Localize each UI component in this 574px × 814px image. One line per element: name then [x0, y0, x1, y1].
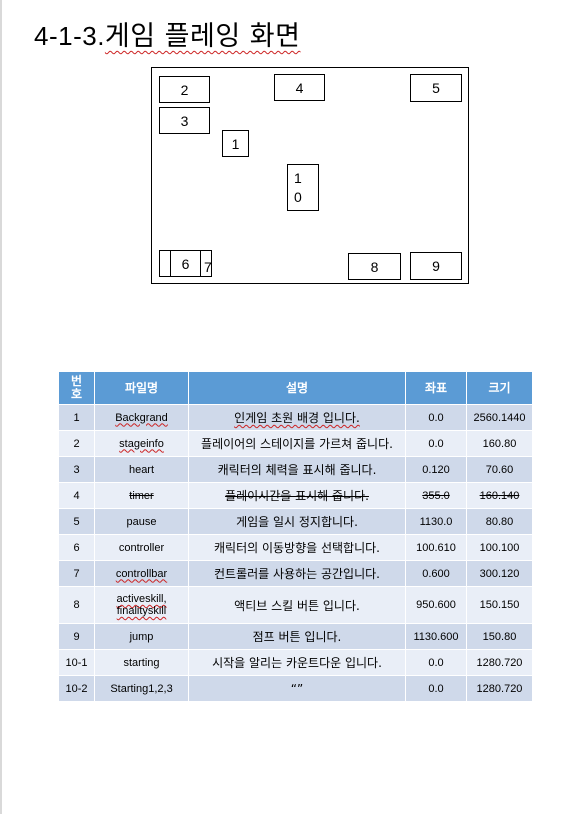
cell-coordinate: 0.0	[405, 404, 467, 431]
box-2: 2	[159, 76, 210, 103]
cell-filename: heart	[94, 456, 189, 483]
cell-coordinate: 100.610	[405, 534, 467, 561]
table-row: 6 controller 캐릭터의 이동방향을 선택합니다. 100.610 1…	[58, 534, 533, 561]
cell-coordinate: 0.0	[405, 675, 467, 702]
table-row: 5 pause 게임을 일시 정지합니다. 1130.0 80.80	[58, 508, 533, 535]
header-description: 설명	[188, 371, 406, 405]
box-3: 3	[159, 107, 210, 134]
cell-number: 3	[58, 456, 95, 483]
cell-description: 게임을 일시 정지합니다.	[188, 508, 406, 535]
cell-coordinate: 0.600	[405, 560, 467, 587]
cell-coordinate: 950.600	[405, 586, 467, 624]
box-10: 1 0	[287, 164, 319, 211]
table-row-struck: 4 timer 플레이시간을 표시해 줍니다. 355.0 160.140	[58, 482, 533, 509]
box-5: 5	[410, 74, 462, 102]
cell-size: 70.60	[466, 456, 533, 483]
cell-size: 160.80	[466, 430, 533, 457]
cell-description: 캐릭터의 체력을 표시해 줍니다.	[188, 456, 406, 483]
cell-filename: controllbar	[94, 560, 189, 587]
cell-number: 2	[58, 430, 95, 457]
table-row: 2 stageinfo 플레이어의 스테이지를 가르쳐 줍니다. 0.0 160…	[58, 430, 533, 457]
cell-size: 2560.1440	[466, 404, 533, 431]
box-1: 1	[222, 130, 249, 157]
cell-size: 100.100	[466, 534, 533, 561]
screen-layout-diagram: 2 3 4 5 1 1 0 6 7 8 9	[151, 67, 469, 284]
cell-filename: starting	[94, 649, 189, 676]
cell-filename: Starting1,2,3	[94, 675, 189, 702]
table-row: 10-2 Starting1,2,3 “” 0.0 1280.720	[58, 675, 533, 702]
cell-description: 액티브 스킬 버튼 입니다.	[188, 586, 406, 624]
cell-coordinate: 1130.0	[405, 508, 467, 535]
table-row: 10-1 starting 시작을 알리는 카운트다운 입니다. 0.0 128…	[58, 649, 533, 676]
cell-number: 4	[58, 482, 95, 509]
cell-coordinate: 0.0	[405, 430, 467, 457]
cell-number: 8	[58, 586, 95, 624]
header-coordinate: 좌표	[405, 371, 467, 405]
cell-filename: activeskill, finalityskill	[94, 586, 189, 624]
page-edge	[0, 0, 2, 814]
box-10-digit-2: 0	[294, 188, 302, 205]
header-size: 크기	[466, 371, 533, 405]
cell-size: 300.120	[466, 560, 533, 587]
cell-size: 80.80	[466, 508, 533, 535]
section-title: 4-1-3.게임 플레잉 화면	[34, 14, 300, 53]
box-8: 8	[348, 253, 401, 280]
cell-number: 10-1	[58, 649, 95, 676]
box-4: 4	[274, 74, 325, 101]
cell-filename: controller	[94, 534, 189, 561]
box-7-label: 7	[204, 259, 212, 275]
cell-number: 6	[58, 534, 95, 561]
header-number: 번 호	[58, 371, 95, 405]
cell-coordinate: 355.0	[405, 482, 467, 509]
table-row: 1 Backgrand 인게임 초원 배경 입니다. 0.0 2560.1440	[58, 404, 533, 431]
cell-filename: Backgrand	[94, 404, 189, 431]
cell-description: 플레이시간을 표시해 줍니다.	[188, 482, 406, 509]
cell-description: “”	[188, 675, 406, 702]
cell-filename: pause	[94, 508, 189, 535]
header-filename: 파일명	[94, 371, 189, 405]
cell-size: 160.140	[466, 482, 533, 509]
cell-number: 10-2	[58, 675, 95, 702]
cell-number: 5	[58, 508, 95, 535]
cell-filename: stageinfo	[94, 430, 189, 457]
section-number: 4-1-3.	[34, 21, 105, 51]
table-header-row: 번 호 파일명 설명 좌표 크기	[58, 371, 533, 405]
cell-filename: timer	[94, 482, 189, 509]
box-9: 9	[410, 252, 462, 280]
cell-description: 캐릭터의 이동방향을 선택합니다.	[188, 534, 406, 561]
cell-size: 150.80	[466, 623, 533, 650]
resource-spec-table: 번 호 파일명 설명 좌표 크기 1 Backgrand 인게임 초원 배경 입…	[58, 371, 533, 702]
box-10-digit-1: 1	[294, 169, 302, 186]
cell-size: 1280.720	[466, 649, 533, 676]
cell-coordinate: 1130.600	[405, 623, 467, 650]
table-row: 8 activeskill, finalityskill 액티브 스킬 버튼 입…	[58, 586, 533, 624]
cell-number: 7	[58, 560, 95, 587]
cell-description: 플레이어의 스테이지를 가르쳐 줍니다.	[188, 430, 406, 457]
cell-description: 컨트롤러를 사용하는 공간입니다.	[188, 560, 406, 587]
cell-description: 인게임 초원 배경 입니다.	[188, 404, 406, 431]
cell-number: 9	[58, 623, 95, 650]
section-heading: 게임 플레잉 화면	[104, 21, 301, 52]
table-row: 9 jump 점프 버튼 입니다. 1130.600 150.80	[58, 623, 533, 650]
cell-coordinate: 0.0	[405, 649, 467, 676]
cell-filename: jump	[94, 623, 189, 650]
box-6: 6	[170, 250, 201, 277]
table-row: 7 controllbar 컨트롤러를 사용하는 공간입니다. 0.600 30…	[58, 560, 533, 587]
cell-coordinate: 0.120	[405, 456, 467, 483]
cell-number: 1	[58, 404, 95, 431]
cell-description: 시작을 알리는 카운트다운 입니다.	[188, 649, 406, 676]
cell-size: 150.150	[466, 586, 533, 624]
cell-description: 점프 버튼 입니다.	[188, 623, 406, 650]
table-row: 3 heart 캐릭터의 체력을 표시해 줍니다. 0.120 70.60	[58, 456, 533, 483]
cell-size: 1280.720	[466, 675, 533, 702]
